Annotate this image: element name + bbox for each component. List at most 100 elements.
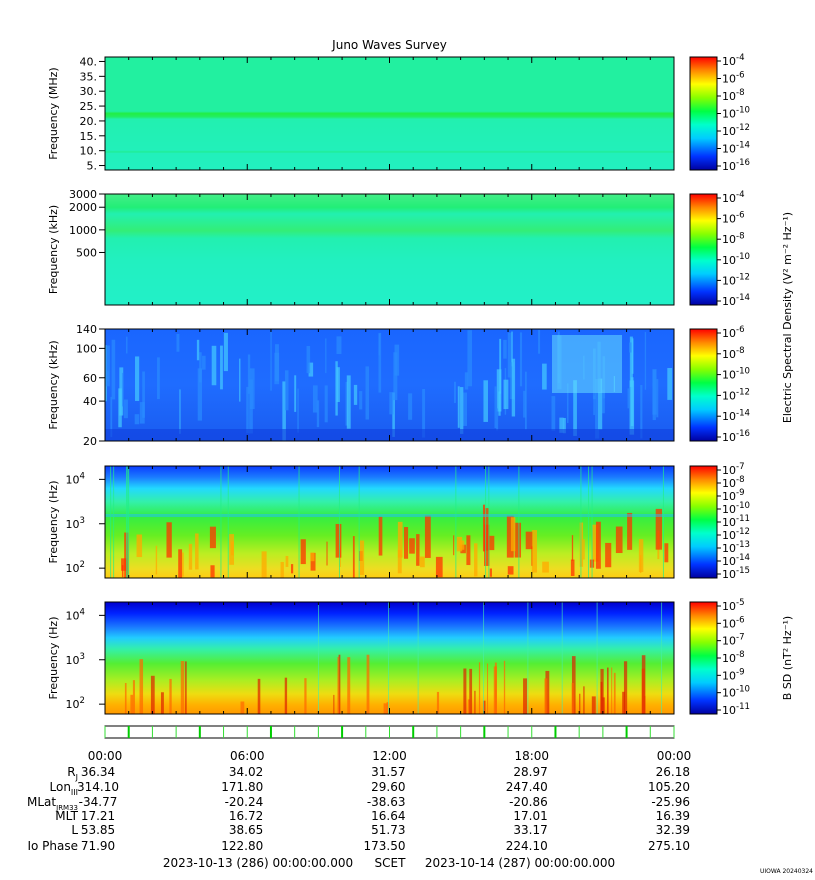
colorbar-tick-label: 10-14 — [722, 293, 750, 308]
time-range-start: 2023-10-13 (286) 00:00:00.000 — [163, 856, 353, 870]
emission-burst — [209, 526, 216, 549]
colorbar-tick-label: 10-7 — [722, 633, 745, 648]
emission-line — [488, 466, 490, 578]
emission-streak — [392, 392, 395, 437]
emission-burst — [240, 701, 245, 714]
emission-burst — [155, 545, 158, 575]
colorbar-tick-label: 10-12 — [722, 123, 750, 138]
y-tick-label: 60 — [83, 372, 97, 385]
emission-burst — [478, 662, 481, 714]
y-tick-label: 25. — [80, 100, 98, 113]
emission-line — [127, 466, 129, 578]
emission-streak — [551, 396, 556, 431]
panel-mhz: 40. 35. 30. 25. 20. 15. 10. 5. Frequency (MHz) 10… — [47, 53, 750, 173]
emission-streak — [223, 332, 228, 372]
colorbar-tick-label: 10-9 — [722, 667, 745, 682]
emission-burst — [640, 555, 642, 574]
emission-burst — [583, 686, 585, 714]
emission-line — [113, 466, 115, 578]
ephemeris-value: 28.97 — [513, 765, 547, 779]
colorbar-hz_e — [689, 465, 718, 579]
ephemeris-value: 33.17 — [513, 823, 547, 837]
ephemeris-value: 314.10 — [77, 780, 119, 794]
emission-burst — [627, 512, 633, 550]
ephemeris-value: 105.20 — [648, 780, 690, 794]
emission-burst — [466, 535, 471, 566]
emission-streak — [275, 344, 279, 382]
emission-burst — [366, 654, 370, 714]
emission-streak — [629, 342, 632, 353]
ephemeris-value: 36.34 — [81, 765, 115, 779]
emission-streak — [199, 352, 202, 383]
y-tick-label: 3000 — [69, 188, 97, 201]
y-tick-label: 35. — [80, 70, 98, 83]
ephemeris-value: 38.65 — [229, 823, 263, 837]
emission-band — [105, 150, 674, 153]
emission-burst — [180, 661, 185, 714]
emission-burst — [623, 661, 628, 714]
colorbar-khz_low — [689, 328, 718, 442]
emission-burst — [352, 536, 355, 578]
emission-streak — [566, 383, 569, 423]
emission-burst — [611, 667, 613, 714]
emission-streak — [336, 336, 342, 355]
colorbar-khz_high — [689, 193, 718, 306]
electric-colorbar-label: Electric Spectral Density (V² m⁻² Hz⁻¹) — [781, 212, 794, 423]
colorbar-tick-label: 10-6 — [722, 325, 745, 340]
emission-burst — [592, 524, 599, 562]
emission-streak — [196, 339, 200, 361]
emission-streak — [496, 369, 502, 412]
emission-burst — [124, 683, 127, 714]
emission-burst — [210, 565, 215, 578]
emission-burst — [121, 565, 124, 578]
emission-streak — [134, 414, 140, 425]
emission-streak — [220, 345, 223, 390]
y-tick-label: 140 — [76, 323, 97, 336]
ephemeris-value: 173.50 — [364, 839, 406, 853]
emission-burst — [139, 659, 144, 714]
colorbar-tick-label: 10-10 — [722, 252, 750, 267]
emission-burst — [606, 667, 609, 714]
emission-burst — [231, 541, 234, 556]
y-tick-label: 2000 — [69, 201, 97, 214]
emission-burst — [188, 543, 193, 570]
emission-line — [455, 466, 457, 578]
emission-streak — [503, 339, 507, 359]
emission-burst — [655, 508, 662, 550]
emission-streak — [335, 361, 338, 416]
colorbar-tick-label: 10-6 — [722, 615, 745, 630]
emission-line — [126, 466, 128, 578]
emission-burst — [416, 534, 420, 566]
emission-streak — [463, 392, 468, 426]
emission-burst — [570, 559, 575, 576]
panel-khz_low: 140 100 60 40 20 Frequency (kHz) 10-6 10-8 10-10… — [47, 323, 750, 448]
emission-streak — [523, 390, 526, 418]
emission-burst — [545, 670, 550, 714]
emission-burst — [136, 534, 143, 558]
emission-burst — [514, 522, 522, 558]
emission-burst — [333, 694, 335, 714]
colorbar-tick-label: 10-8 — [722, 88, 745, 103]
emission-burst — [489, 568, 492, 577]
colorbar-tick-label: 10-14 — [722, 553, 750, 568]
emission-streak — [308, 362, 314, 377]
y-tick-label: 15. — [80, 130, 98, 143]
colorbar-mhz — [689, 56, 718, 171]
emission-streak — [656, 379, 659, 418]
emission-burst — [290, 564, 294, 574]
emission-burst — [531, 530, 537, 573]
y-axis-label: Frequency (kHz) — [47, 340, 60, 429]
emission-line — [128, 466, 130, 578]
emission-streak — [142, 371, 145, 418]
ephemeris-value: -38.63 — [367, 795, 406, 809]
y-tick-label: 30. — [80, 85, 98, 98]
colorbar-tick-label: 10-4 — [722, 53, 745, 68]
emission-line — [591, 466, 593, 578]
emission-streak — [176, 334, 180, 352]
emission-burst — [523, 678, 528, 714]
ephemeris-value: 31.57 — [371, 765, 405, 779]
emission-streak — [652, 369, 657, 415]
y-tick-label: 102 — [66, 560, 85, 575]
emission-streak — [294, 375, 297, 412]
